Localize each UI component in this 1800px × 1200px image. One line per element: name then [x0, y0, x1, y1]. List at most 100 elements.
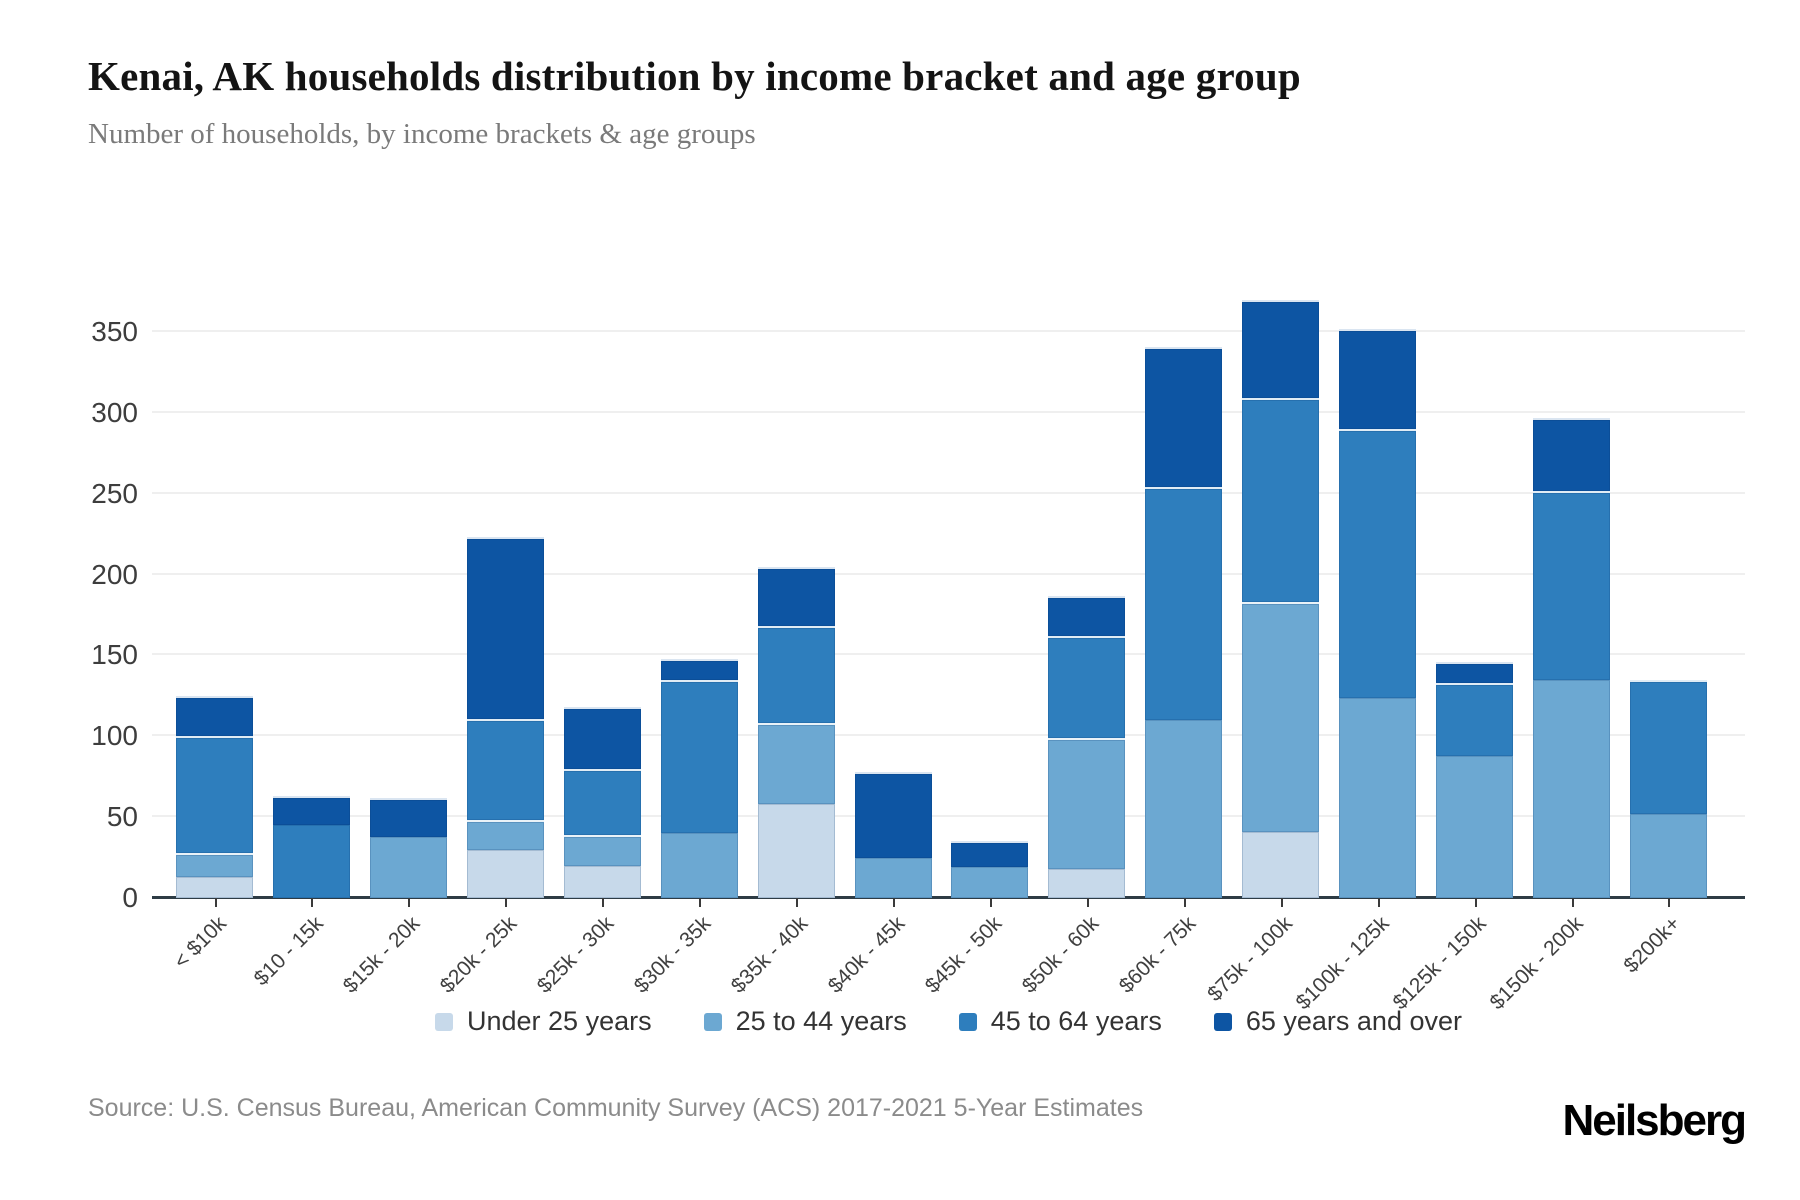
- bar-segment[interactable]: [369, 836, 447, 898]
- x-tick: [1474, 898, 1477, 907]
- chart-subtitle: Number of households, by income brackets…: [88, 118, 756, 150]
- x-tick: [311, 898, 314, 907]
- bar-$75k - 100k[interactable]: [1242, 299, 1320, 898]
- bar-segment[interactable]: [757, 723, 835, 805]
- bar-segment[interactable]: [1629, 813, 1707, 898]
- bar-$20k - 25k[interactable]: [466, 537, 544, 898]
- x-tick: [602, 898, 605, 907]
- x-tick-label: $30k - 35k: [629, 912, 716, 998]
- bar-segment[interactable]: [369, 797, 447, 837]
- bar-segment[interactable]: [951, 867, 1029, 898]
- legend-item-under-25-years[interactable]: Under 25 years: [435, 1006, 652, 1037]
- bar-$50k - 60k[interactable]: [1048, 595, 1126, 898]
- bar-$10 - 15k[interactable]: [272, 796, 350, 898]
- bar-segment[interactable]: [272, 825, 350, 898]
- bar-segment[interactable]: [466, 537, 544, 719]
- bar-segment[interactable]: [1339, 697, 1417, 898]
- y-tick-label-150: 150: [91, 639, 138, 671]
- bar-segment[interactable]: [757, 804, 835, 898]
- legend-item-45-to-64-years[interactable]: 45 to 64 years: [958, 1006, 1162, 1037]
- x-tick: [1086, 898, 1089, 907]
- source-note: Source: U.S. Census Bureau, American Com…: [88, 1094, 1144, 1122]
- bar-segment[interactable]: [1145, 487, 1223, 721]
- y-tick-label-250: 250: [91, 477, 138, 509]
- x-axis-line: [152, 896, 1745, 899]
- bar-segment[interactable]: [272, 796, 350, 826]
- y-tick-label-300: 300: [91, 396, 138, 428]
- bar-$200k+[interactable]: [1629, 679, 1707, 898]
- bar-segment[interactable]: [1533, 490, 1611, 680]
- bar-segment[interactable]: [563, 707, 641, 769]
- bar-$15k - 20k[interactable]: [369, 797, 447, 898]
- legend-item-65-years-and-over[interactable]: 65 years and over: [1213, 1006, 1462, 1037]
- legend-swatch-icon: [1213, 1012, 1232, 1031]
- bar-segment[interactable]: [176, 736, 253, 853]
- bar-segment[interactable]: [951, 841, 1029, 868]
- y-tick-label-200: 200: [91, 558, 138, 590]
- bar-$35k - 40k[interactable]: [757, 566, 835, 898]
- bar-segment[interactable]: [660, 833, 738, 898]
- legend-item-25-to-44-years[interactable]: 25 to 44 years: [703, 1006, 907, 1037]
- bar-segment[interactable]: [1533, 417, 1611, 491]
- bar-$25k - 30k[interactable]: [563, 707, 641, 898]
- x-tick: [1280, 898, 1283, 907]
- x-tick: [989, 898, 992, 907]
- bar-segment[interactable]: [1242, 602, 1320, 832]
- x-tick: [214, 898, 217, 907]
- bar-segment[interactable]: [1533, 679, 1611, 898]
- bar-$45k - 50k[interactable]: [951, 841, 1029, 898]
- bar-segment[interactable]: [1242, 831, 1320, 898]
- bar-< $10k[interactable]: [176, 695, 253, 898]
- bar-segment[interactable]: [563, 768, 641, 835]
- bar-segment[interactable]: [1145, 346, 1223, 488]
- bar-segment[interactable]: [1048, 737, 1126, 869]
- bar-segment[interactable]: [1436, 661, 1514, 683]
- bar-segment[interactable]: [854, 857, 932, 898]
- bar-segment[interactable]: [660, 679, 738, 834]
- x-tick: [699, 898, 702, 907]
- bar-segment[interactable]: [176, 876, 253, 898]
- x-tick-label: $25k - 30k: [532, 912, 619, 998]
- bar-segment[interactable]: [466, 849, 544, 898]
- bar-$100k - 125k[interactable]: [1339, 328, 1417, 898]
- x-tick: [1377, 898, 1380, 907]
- bar-$125k - 150k[interactable]: [1436, 661, 1514, 898]
- bar-segment[interactable]: [1242, 299, 1320, 399]
- bar-segment[interactable]: [854, 771, 932, 858]
- bar-$30k - 35k[interactable]: [660, 658, 738, 898]
- bar-segment[interactable]: [660, 658, 738, 680]
- bar-segment[interactable]: [1629, 679, 1707, 814]
- legend: Under 25 years 25 to 44 years 45 to 64 yea…: [152, 1006, 1745, 1037]
- x-tick: [505, 898, 508, 907]
- bar-segment[interactable]: [1339, 328, 1417, 430]
- bar-$60k - 75k[interactable]: [1145, 346, 1223, 898]
- bar-segment[interactable]: [1436, 682, 1514, 756]
- bar-segment[interactable]: [1048, 636, 1126, 738]
- bar-segment[interactable]: [563, 865, 641, 898]
- brand-logo: Neilsberg: [1562, 1096, 1747, 1145]
- bar-$150k - 200k[interactable]: [1533, 417, 1611, 898]
- bar-segment[interactable]: [1048, 868, 1126, 898]
- bar-segment[interactable]: [1048, 595, 1126, 637]
- y-tick-label-100: 100: [91, 720, 138, 752]
- x-tick-label: $15k - 20k: [339, 912, 425, 998]
- bar-segment[interactable]: [757, 626, 835, 724]
- plot-area: [152, 268, 1745, 907]
- bar-segment[interactable]: [563, 834, 641, 866]
- bar-segment[interactable]: [1436, 755, 1514, 898]
- bar-segment[interactable]: [1242, 398, 1320, 603]
- bar-segment[interactable]: [1145, 720, 1223, 898]
- bar-segment[interactable]: [466, 820, 544, 850]
- legend-swatch-icon: [435, 1012, 453, 1031]
- bar-segment[interactable]: [757, 566, 835, 627]
- x-tick: [893, 898, 895, 907]
- bar-segment[interactable]: [176, 852, 253, 877]
- bar-$40k - 45k[interactable]: [854, 771, 932, 898]
- bar-segment[interactable]: [176, 695, 253, 737]
- bar-segment[interactable]: [466, 718, 544, 821]
- x-tick: [1668, 898, 1671, 907]
- gridline-300: [152, 410, 1745, 413]
- legend-swatch-icon: [958, 1012, 977, 1031]
- bar-segment[interactable]: [1339, 429, 1417, 698]
